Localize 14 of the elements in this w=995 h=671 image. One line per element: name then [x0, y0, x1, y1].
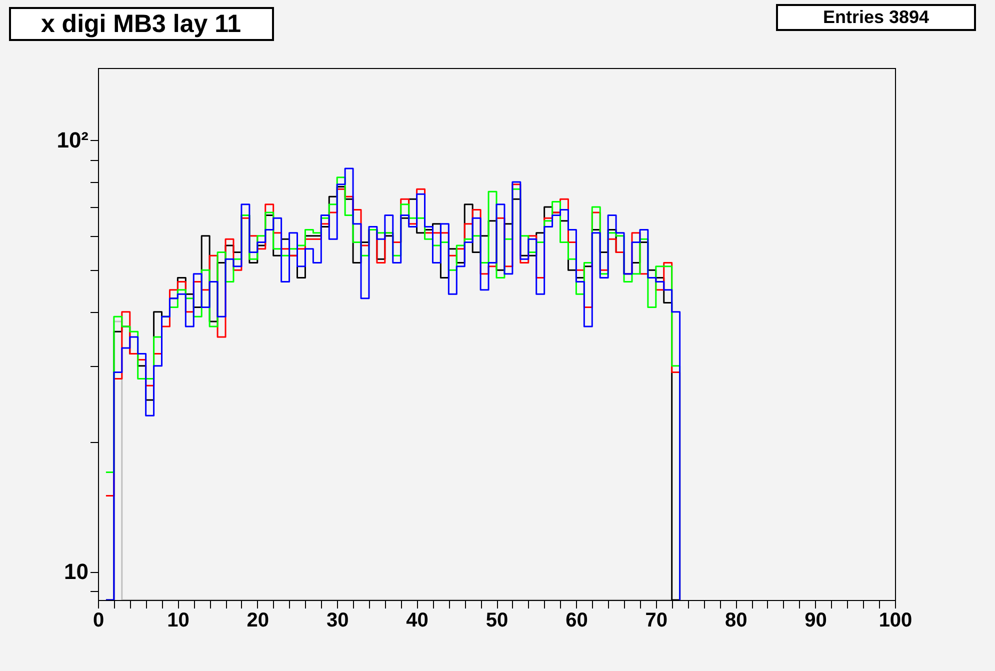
x-tick-label: 20 — [246, 610, 270, 632]
text: Entries 3894 — [822, 7, 930, 27]
x-tick-label: 70 — [645, 610, 668, 632]
x-tick-label: 30 — [326, 610, 349, 632]
x-tick-label: 0 — [92, 610, 104, 632]
x-tick-label: 10 — [167, 610, 190, 632]
x-tick-label: 50 — [486, 610, 508, 632]
chart-title: x digi MB3 lay 11 — [40, 10, 242, 38]
x-tick-label: 100 — [878, 610, 912, 632]
x-tick-label: 40 — [406, 610, 428, 632]
x-tick-label: 80 — [724, 610, 748, 632]
y-tick-label: 10² — [56, 128, 88, 153]
x-tick-label: 60 — [566, 610, 588, 632]
x-tick-label: 90 — [804, 610, 827, 632]
